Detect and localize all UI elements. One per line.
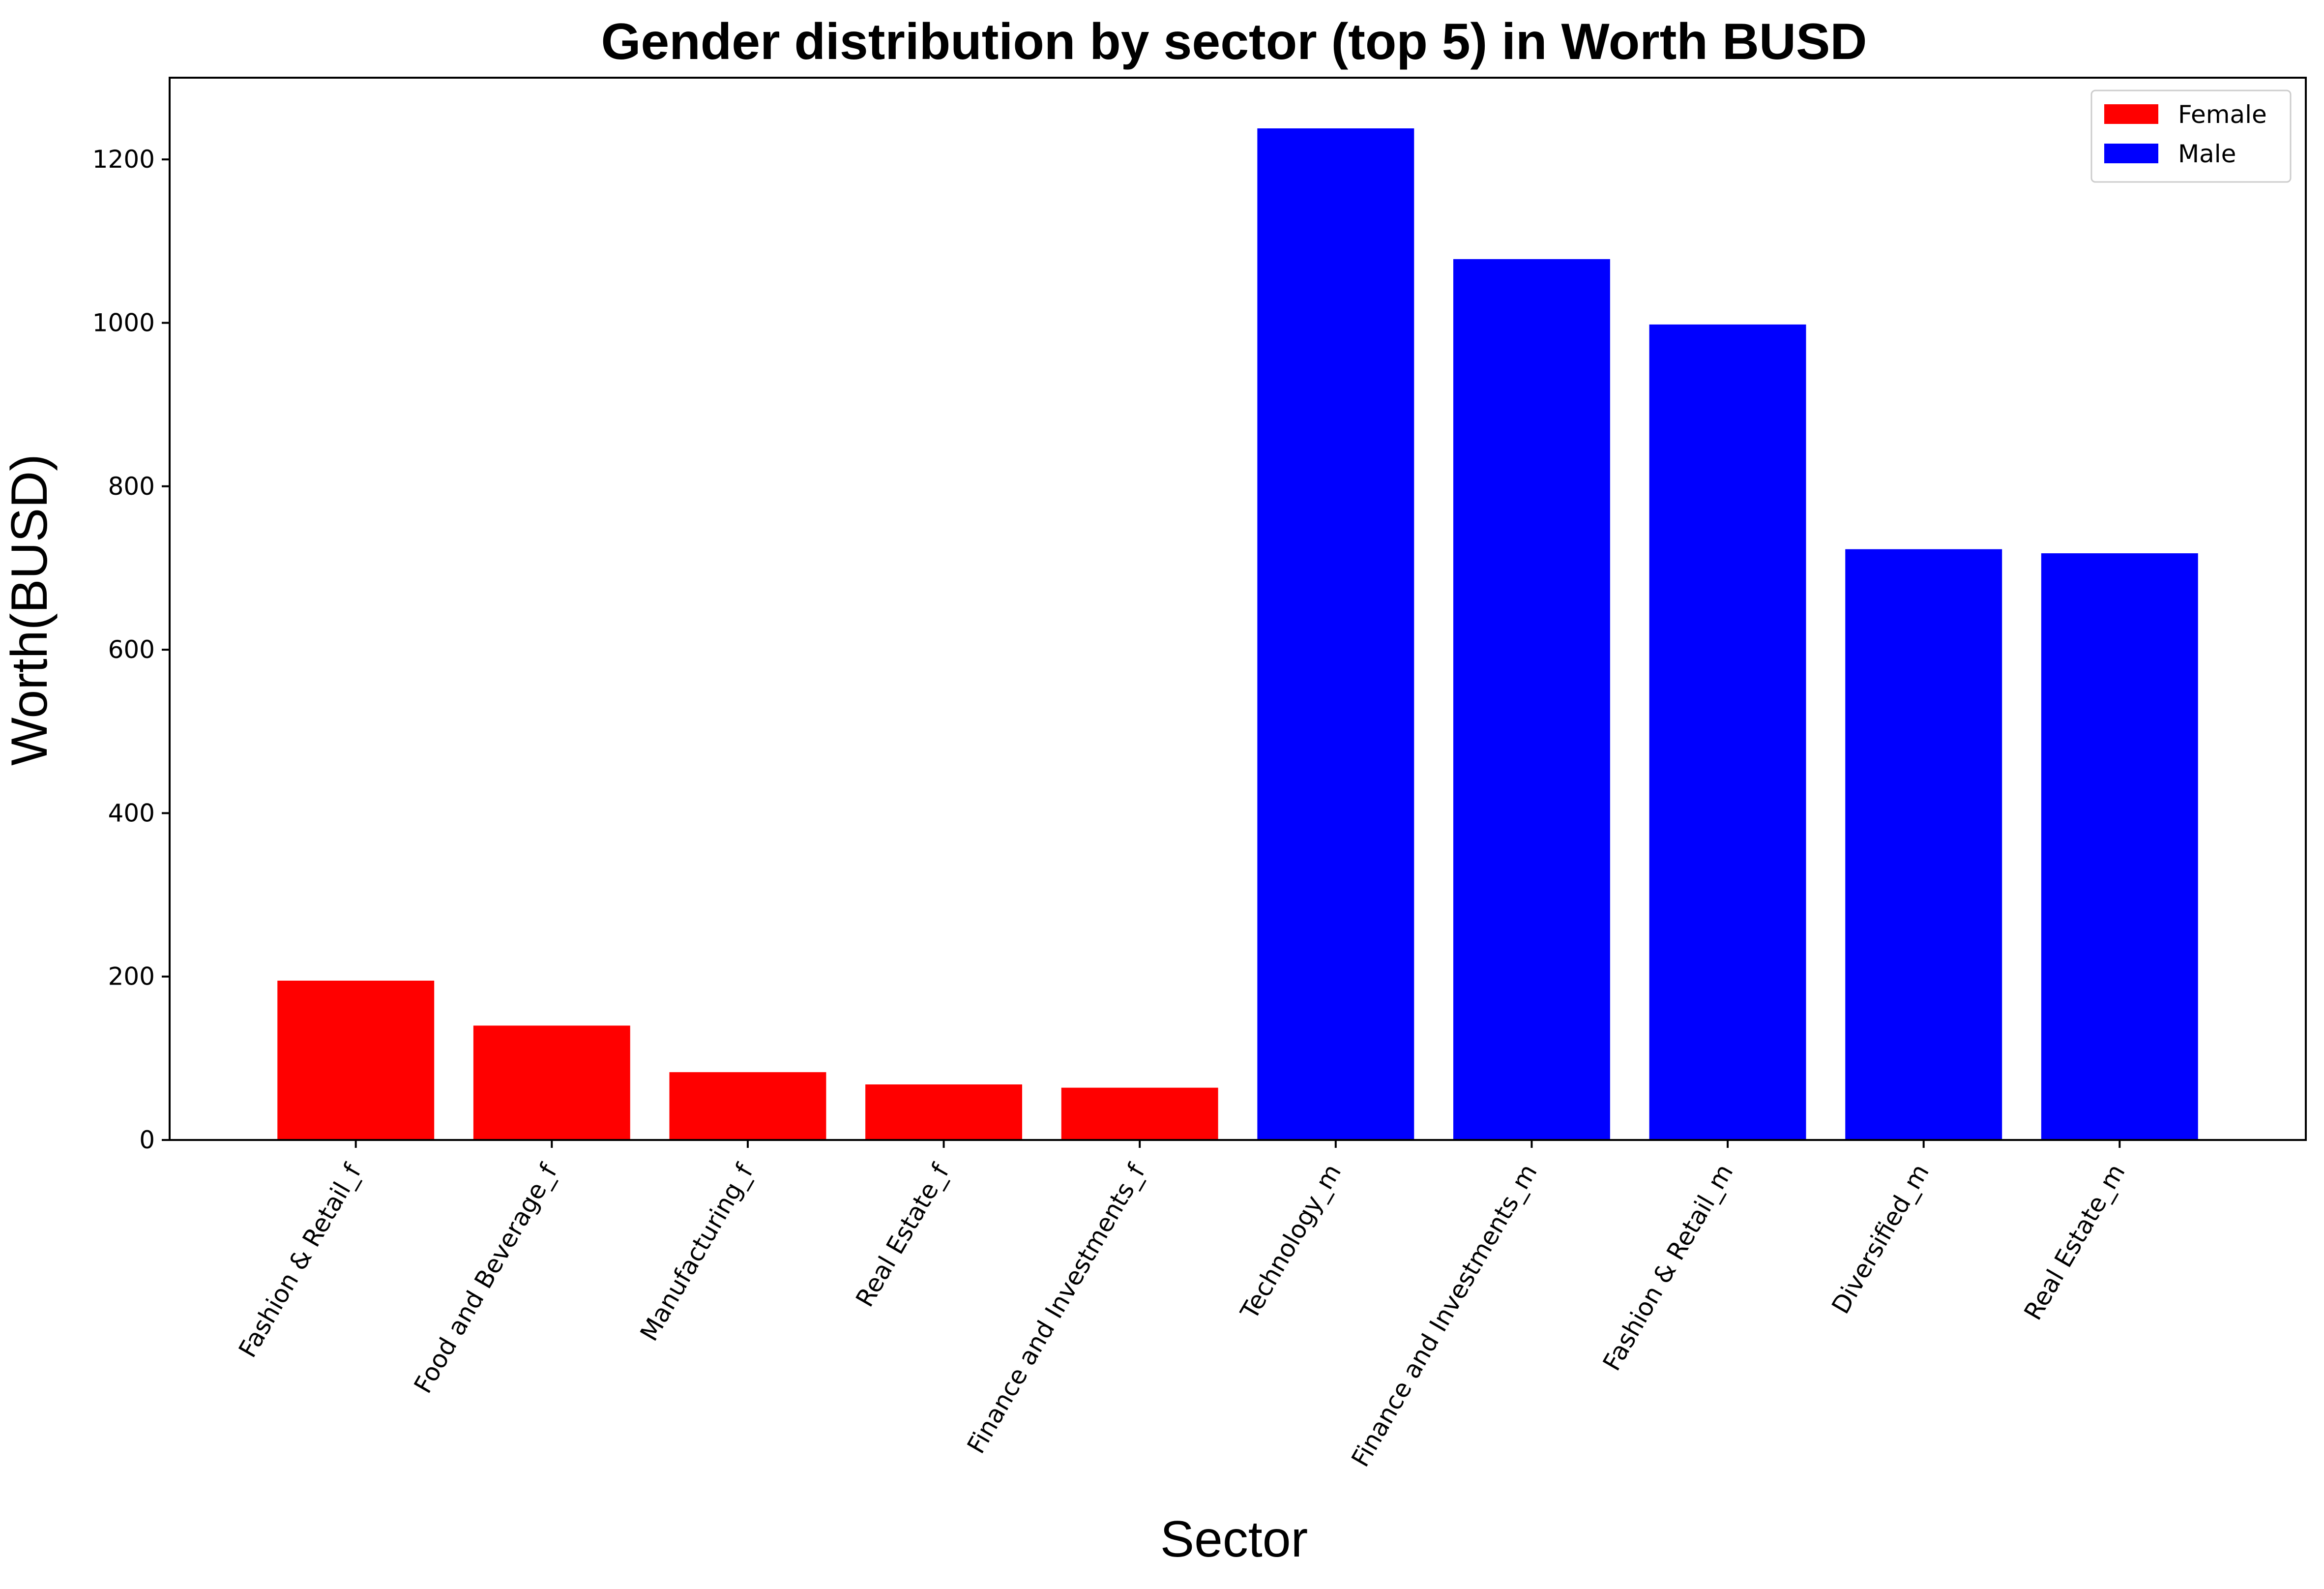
y-tick-label: 800 (108, 472, 155, 501)
y-tick-label: 1200 (92, 145, 155, 174)
legend-label: Female (2178, 100, 2267, 129)
bar (2041, 553, 2198, 1140)
bar (1453, 259, 1610, 1140)
legend: Female Male (2090, 90, 2292, 183)
x-axis: Fashion & Retail_f Food and Beverage_f Man… (233, 1140, 2131, 1471)
chart-title: Gender distribution by sector (top 5) in… (601, 13, 1867, 70)
x-tick-label: Real Estate_m (2019, 1159, 2131, 1325)
plot-frame (169, 77, 2307, 1141)
y-tick-label: 600 (108, 635, 155, 664)
x-tick-label: Real Estate_f (850, 1159, 955, 1312)
legend-label: Male (2178, 140, 2236, 168)
bar (669, 1072, 826, 1140)
y-tick-label: 400 (108, 799, 155, 827)
y-axis: 0 200 400 600 800 1000 1200 (92, 145, 170, 1154)
x-tick-label: Fashion & Retail_f (233, 1159, 367, 1362)
x-tick-label: Food and Beverage_f (409, 1159, 563, 1398)
y-tick-label: 0 (139, 1126, 155, 1154)
y-axis-label: Worth(BUSD) (1, 454, 58, 766)
bar (865, 1084, 1023, 1140)
x-axis-label: Sector (1160, 1511, 1308, 1568)
bar (1649, 324, 1806, 1140)
x-tick-label: Finance and Investments_m (1346, 1159, 1543, 1471)
bar (1061, 1087, 1218, 1140)
bar (473, 1025, 630, 1140)
y-tick-label: 1000 (92, 308, 155, 337)
bars (277, 128, 2198, 1140)
bar (1845, 549, 2002, 1140)
x-tick-label: Fashion & Retail_m (1597, 1159, 1738, 1376)
x-tick-label: Finance and Investments_f (962, 1159, 1151, 1459)
bar (1257, 128, 1414, 1140)
y-tick-label: 200 (108, 962, 155, 991)
bar (277, 981, 435, 1140)
x-tick-label: Technology_m (1235, 1159, 1347, 1324)
x-tick-label: Manufacturing_f (635, 1159, 759, 1346)
legend-swatch (2104, 144, 2158, 163)
legend-swatch (2104, 104, 2158, 124)
x-tick-label: Diversified_m (1826, 1159, 1935, 1319)
